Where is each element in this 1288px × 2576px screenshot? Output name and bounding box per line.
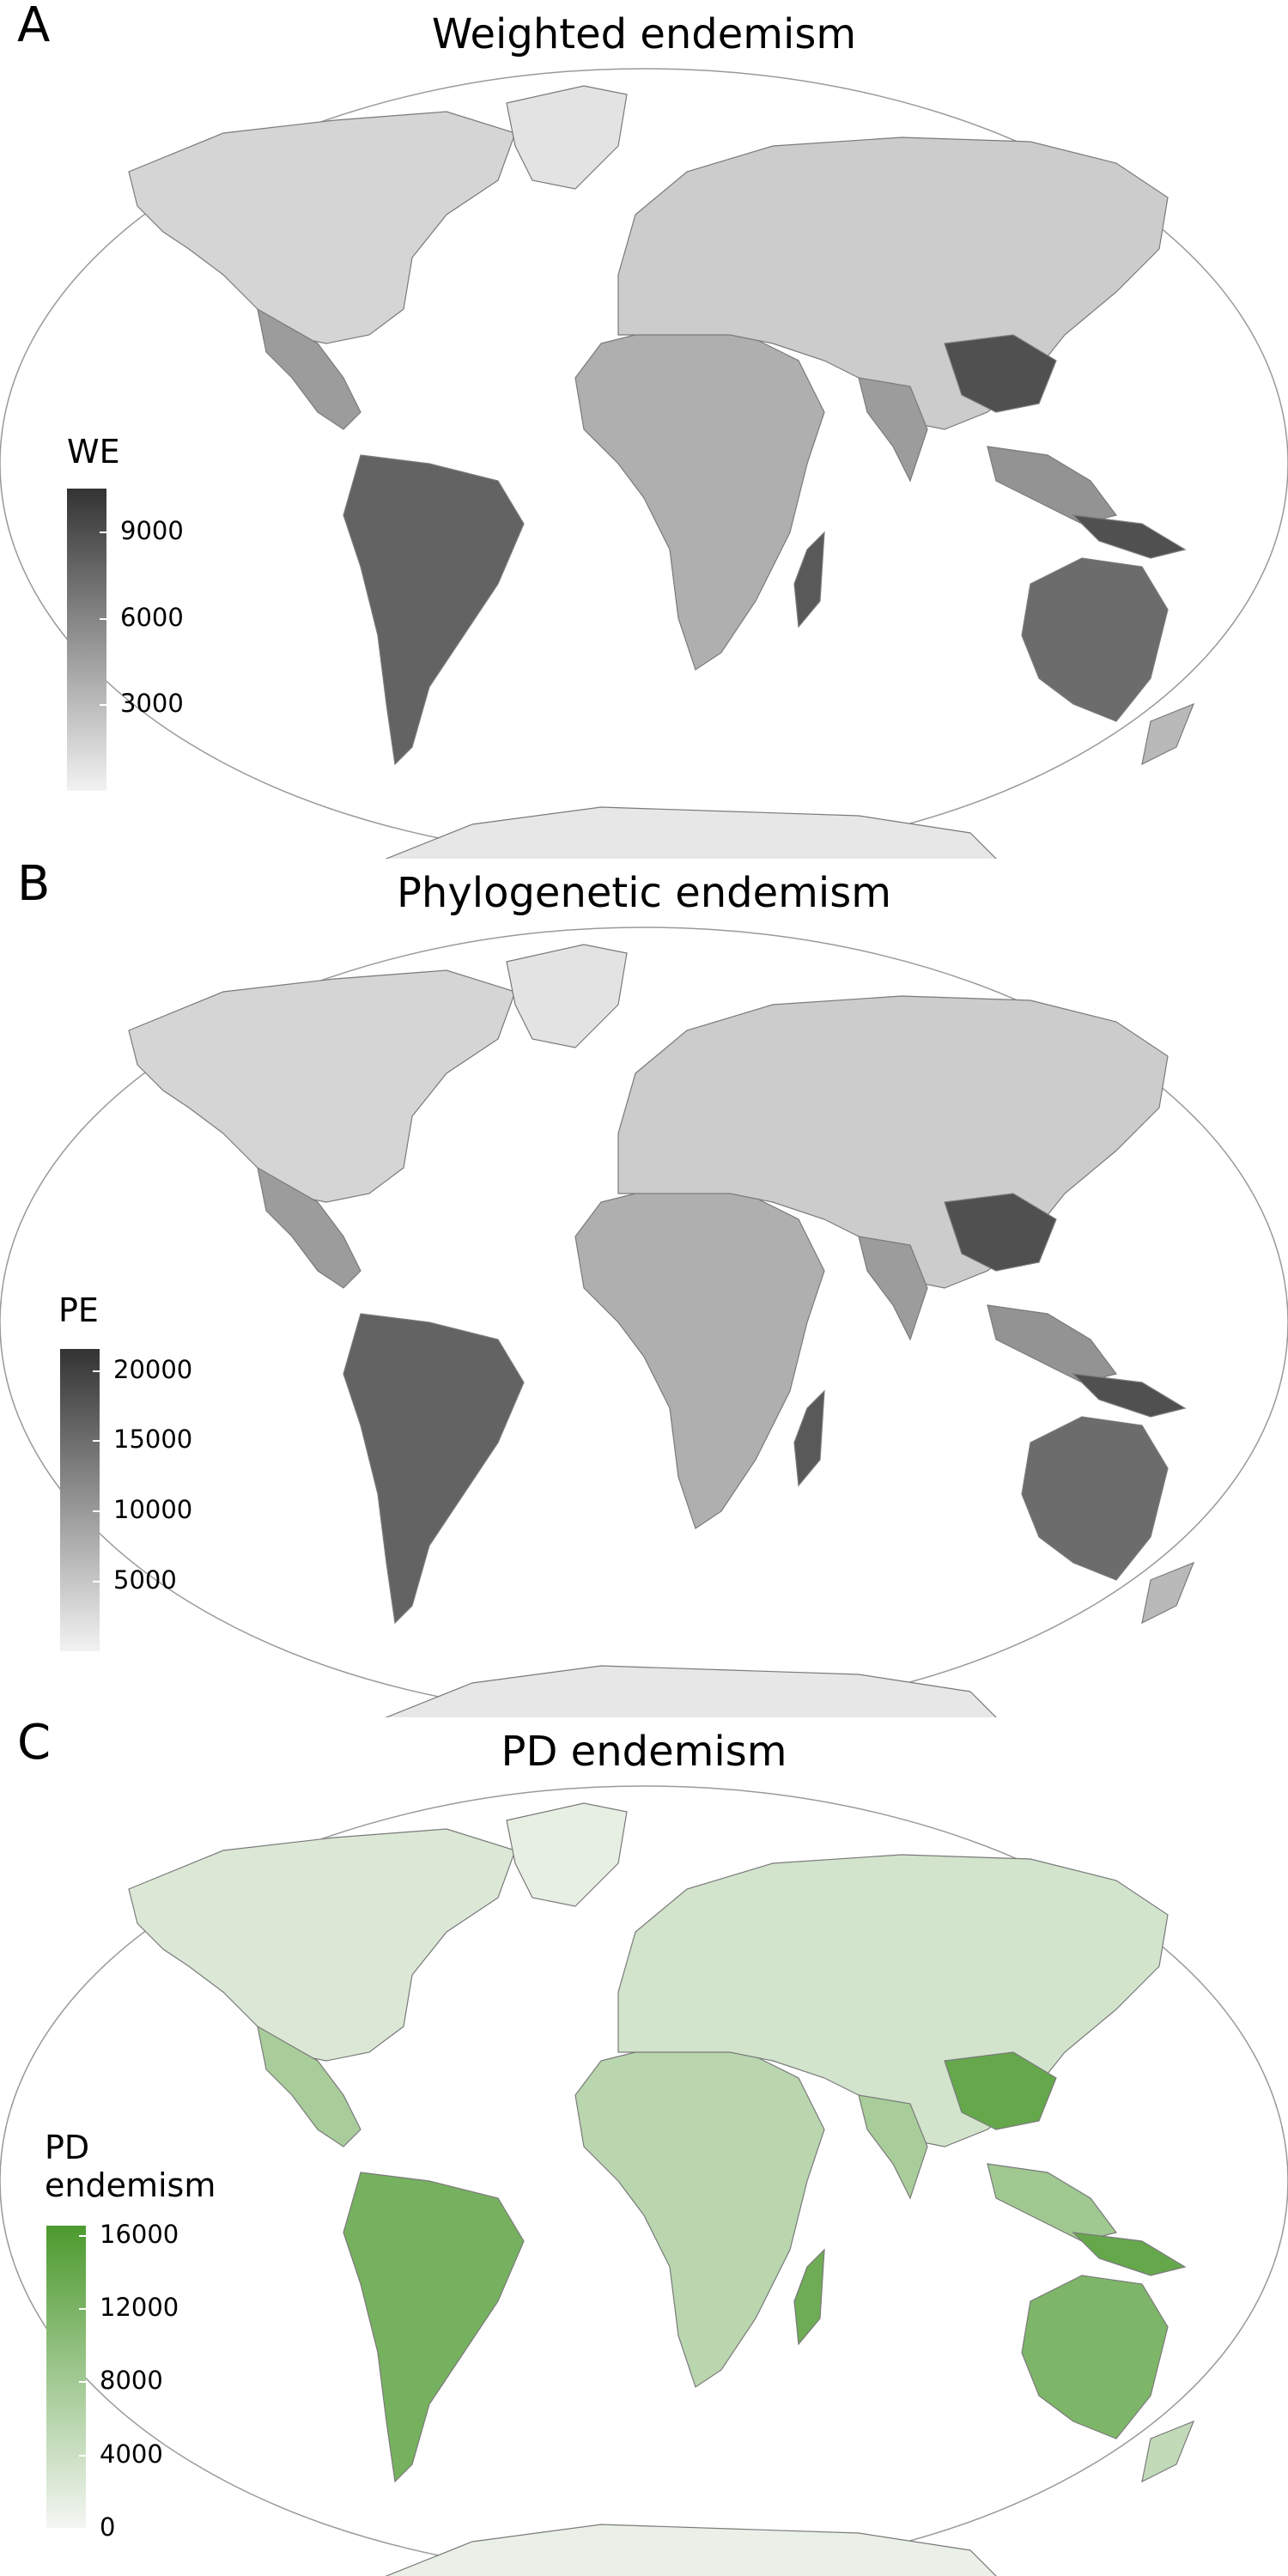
- landmass-1: [128, 969, 516, 1203]
- legend-tick-label: 0: [100, 2512, 116, 2542]
- landmass-5: [574, 2043, 825, 2388]
- landmass-2: [257, 1166, 361, 1289]
- landmass-1: [128, 1828, 516, 2062]
- landmass-8: [944, 1193, 1057, 1272]
- panel-letter: C: [17, 1715, 52, 1771]
- landmass-13: [1141, 702, 1195, 766]
- panel-pd-endemism: C PD endemism PD endemism 16000 12000 8000…: [0, 1717, 1288, 2576]
- legend-tick-mark: [79, 2454, 86, 2457]
- legend-color-bar: [60, 1349, 100, 1651]
- landmass-11: [1072, 1373, 1187, 1418]
- legend-tick-label: 10000: [113, 1495, 193, 1525]
- legend-tick-label: 20000: [113, 1354, 193, 1384]
- landmass-4: [506, 1802, 628, 1907]
- panel-phylogenetic-endemism: B Phylogenetic endemism PE 20000 15000 100…: [0, 859, 1288, 1717]
- world-map: [0, 927, 1288, 1717]
- landmass-9: [858, 2094, 928, 2200]
- legend-tick-mark: [93, 1370, 100, 1372]
- legend-tick-mark: [93, 1440, 100, 1443]
- landmass-13: [1141, 2420, 1195, 2483]
- landmass-14: [385, 2524, 997, 2576]
- legend-tick-mark: [93, 1581, 100, 1583]
- landmass-12: [1021, 2275, 1169, 2439]
- landmass-2: [257, 2025, 361, 2148]
- landmass-5: [574, 325, 825, 671]
- legend-tick-mark: [79, 2308, 86, 2310]
- legend-tick-label: 6000: [120, 602, 184, 632]
- landmass-6: [793, 2248, 825, 2346]
- landmass-4: [506, 944, 628, 1048]
- landmass-12: [1021, 557, 1169, 722]
- landmass-1: [128, 111, 516, 344]
- color-legend: WE 9000 6000 3000: [34, 433, 240, 803]
- legend-tick-label: 16000: [100, 2219, 179, 2249]
- legend-color-bar: [67, 489, 106, 791]
- legend-tick-label: 8000: [100, 2366, 163, 2396]
- legend-tick-mark: [79, 2528, 86, 2530]
- landmass-14: [385, 1665, 997, 1717]
- landmass-10: [987, 446, 1118, 525]
- globe-outline: [0, 927, 1288, 1717]
- legend-title: WE: [67, 433, 120, 471]
- color-legend: PE 20000 15000 10000 5000: [26, 1291, 249, 1662]
- landmass-5: [574, 1184, 825, 1529]
- legend-tick-label: 15000: [113, 1425, 193, 1455]
- legend-tick-mark: [79, 2234, 86, 2237]
- color-legend: PD endemism 16000 12000 8000 4000 0: [17, 2129, 249, 2559]
- landmass-3: [343, 454, 525, 766]
- legend-tick-mark: [93, 1510, 100, 1513]
- landmass-14: [385, 806, 997, 859]
- legend-color-bar: [46, 2226, 86, 2528]
- globe-outline: [0, 1785, 1288, 2576]
- globe-outline: [0, 68, 1288, 859]
- panel-weighted-endemism: A Weighted endemism WE 9000 6000 3000: [0, 0, 1288, 859]
- legend-tick-label: 3000: [120, 689, 184, 719]
- landmass-12: [1021, 1416, 1169, 1581]
- landmass-4: [506, 85, 628, 190]
- landmass-10: [987, 1304, 1118, 1383]
- landmass-3: [343, 1313, 525, 1625]
- map-title: PD endemism: [501, 1728, 787, 1776]
- landmass-8: [944, 2051, 1057, 2130]
- legend-tick-mark: [100, 532, 106, 534]
- legend-tick-label: 9000: [120, 516, 184, 546]
- map-title: Phylogenetic endemism: [396, 869, 892, 917]
- legend-title: PD endemism: [45, 2129, 216, 2204]
- landmass-6: [793, 1389, 825, 1487]
- landmass-11: [1072, 514, 1187, 559]
- landmass-11: [1072, 2232, 1187, 2276]
- landmass-9: [858, 377, 928, 483]
- legend-tick-mark: [100, 704, 106, 707]
- world-map: [0, 68, 1288, 859]
- panel-letter: A: [17, 0, 51, 53]
- landmass-10: [987, 2163, 1118, 2242]
- landmass-2: [257, 307, 361, 430]
- landmass-8: [944, 334, 1057, 413]
- world-map: [0, 1785, 1288, 2576]
- landmass-13: [1141, 1561, 1195, 1625]
- legend-tick-label: 4000: [100, 2439, 163, 2469]
- legend-tick-mark: [79, 2381, 86, 2384]
- legend-tick-label: 5000: [113, 1565, 177, 1595]
- panel-letter: B: [17, 856, 51, 912]
- legend-title: PE: [58, 1291, 99, 1329]
- legend-tick-mark: [100, 617, 106, 620]
- landmass-6: [793, 531, 825, 629]
- landmass-9: [858, 1236, 928, 1341]
- map-title: Weighted endemism: [431, 10, 857, 58]
- legend-tick-label: 12000: [100, 2293, 179, 2322]
- landmass-3: [343, 2172, 525, 2483]
